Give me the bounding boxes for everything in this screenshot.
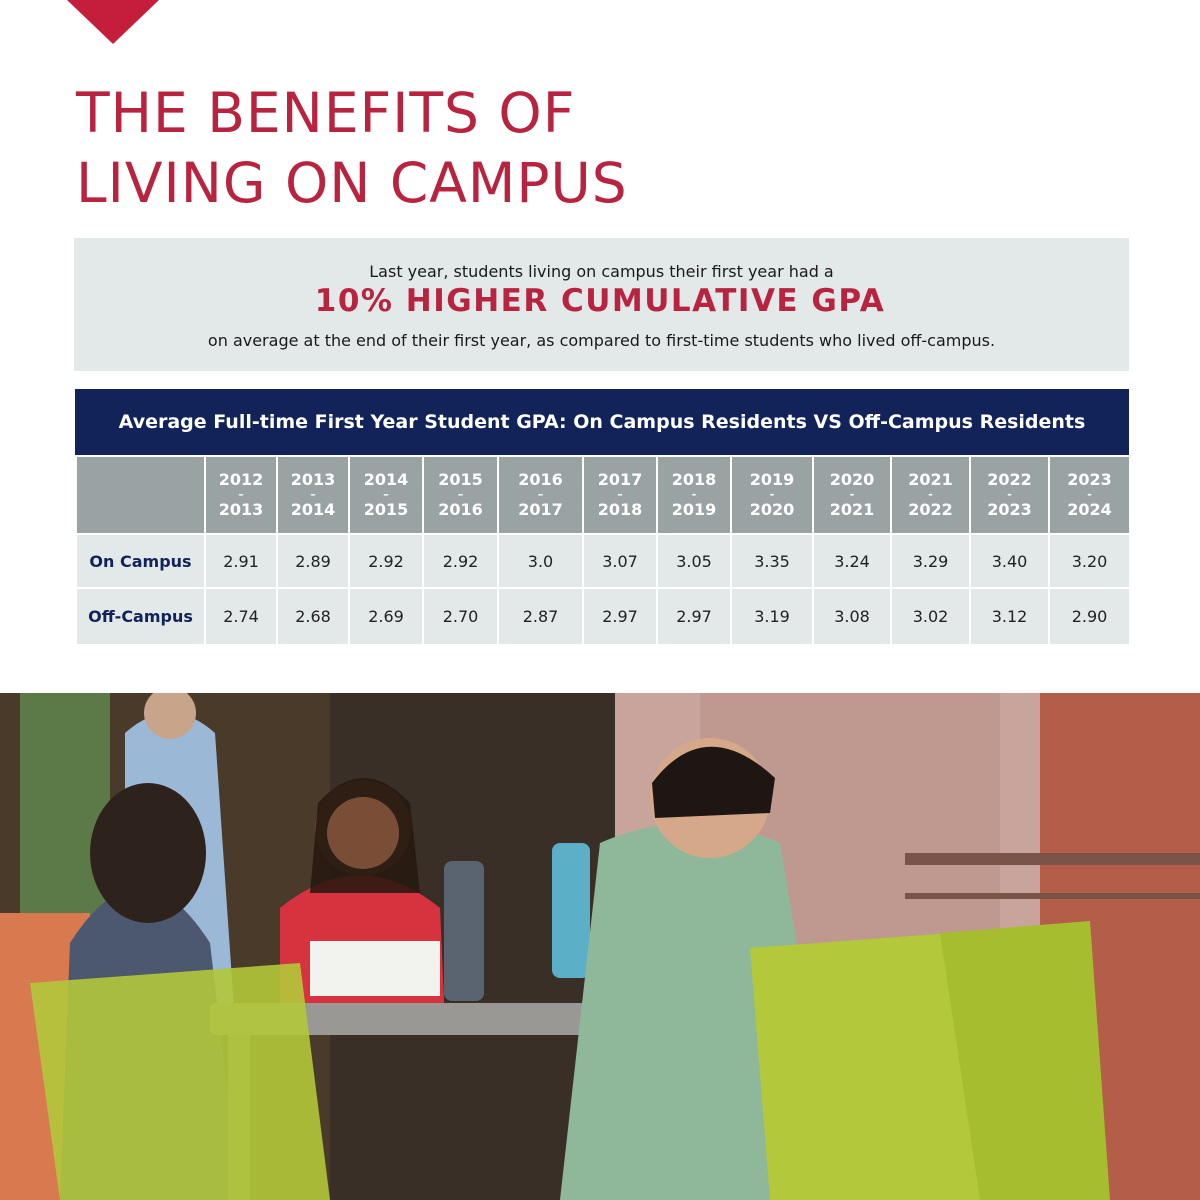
year-start: 2012 — [218, 470, 264, 489]
corner-triangle-mark — [67, 0, 159, 44]
gpa-value-cell: 2.70 — [422, 587, 499, 646]
year-start: 2019 — [749, 470, 795, 489]
year-separator: – — [537, 488, 544, 501]
row-label: On Campus — [75, 533, 206, 589]
year-end: 2017 — [518, 500, 563, 519]
year-start: 2020 — [829, 470, 875, 489]
gpa-value-cell: 2.68 — [276, 587, 350, 646]
year-end: 2018 — [597, 500, 643, 519]
year-column-header: 2013–2014 — [276, 455, 350, 535]
year-separator: - — [769, 488, 775, 501]
year-end: 2013 — [218, 500, 264, 519]
gpa-value-cell: 3.05 — [656, 533, 732, 589]
year-column-header: 2020-2021 — [812, 455, 892, 535]
year-column-header: 2023-2024 — [1048, 455, 1131, 535]
year-separator: – — [457, 488, 464, 501]
gpa-value-cell: 3.20 — [1048, 533, 1131, 589]
table-header-corner — [75, 455, 206, 535]
highlight-headline: 10% HIGHER CUMULATIVE GPA — [314, 283, 886, 319]
year-end: 2020 — [749, 500, 795, 519]
year-separator: - — [691, 488, 697, 501]
gpa-value-cell: 2.92 — [348, 533, 424, 589]
gpa-value-cell: 3.24 — [812, 533, 892, 589]
gpa-value-cell: 3.07 — [582, 533, 658, 589]
year-end: 2014 — [290, 500, 336, 519]
gpa-value-cell: 2.91 — [204, 533, 278, 589]
gpa-value-cell: 3.12 — [969, 587, 1050, 646]
gpa-value-cell: 2.87 — [497, 587, 584, 646]
table-header-row: 2012–2013 2013–2014 2014–2015 2015–2016 2016… — [75, 455, 1131, 535]
year-separator: – — [617, 488, 623, 501]
gpa-value-cell: 3.0 — [497, 533, 584, 589]
gpa-value-cell: 3.08 — [812, 587, 892, 646]
year-start: 2014 — [363, 470, 409, 489]
gpa-value-cell: 2.90 — [1048, 587, 1131, 646]
year-column-header: 2016–2017 — [497, 455, 584, 535]
year-column-header: 2021-2022 — [890, 455, 971, 535]
year-separator: – — [238, 488, 244, 501]
year-start: 2021 — [908, 470, 953, 489]
year-separator: – — [310, 488, 316, 501]
year-separator: - — [1087, 488, 1092, 501]
gpa-value-cell: 2.97 — [656, 587, 732, 646]
year-separator: - — [1007, 488, 1012, 501]
gpa-value-cell: 2.92 — [422, 533, 499, 589]
year-end: 2022 — [908, 500, 953, 519]
year-start: 2018 — [671, 470, 717, 489]
year-end: 2024 — [1067, 500, 1112, 519]
year-start: 2013 — [290, 470, 336, 489]
year-column-header: 2012–2013 — [204, 455, 278, 535]
gpa-value-cell: 2.69 — [348, 587, 424, 646]
year-end: 2015 — [363, 500, 409, 519]
gpa-value-cell: 3.02 — [890, 587, 971, 646]
year-column-header: 2015–2016 — [422, 455, 499, 535]
year-separator: – — [383, 488, 389, 501]
highlight-detail-text: on average at the end of their first yea… — [207, 331, 996, 350]
gpa-value-cell: 2.89 — [276, 533, 350, 589]
table-row: Off-Campus 2.74 2.68 2.69 2.70 2.87 2.97 2.97 3.… — [75, 587, 1131, 646]
gpa-table: 2012–2013 2013–2014 2014–2015 2015–2016 2016… — [75, 455, 1131, 646]
year-end: 2016 — [438, 500, 483, 519]
year-end: 2021 — [829, 500, 875, 519]
page-title-line-2: LIVING ON CAMPUS — [76, 151, 628, 215]
table-row: On Campus 2.91 2.89 2.92 2.92 3.0 3.07 3.05 3.35… — [75, 533, 1131, 589]
year-start: 2022 — [987, 470, 1032, 489]
gpa-value-cell: 3.19 — [730, 587, 814, 646]
page-title: THE BENEFITS OF LIVING ON CAMPUS — [76, 78, 776, 218]
gpa-value-cell: 3.29 — [890, 533, 971, 589]
year-start: 2017 — [597, 470, 643, 489]
students-at-table-illustration — [0, 693, 1200, 1200]
year-separator: - — [849, 488, 855, 501]
year-column-header: 2014–2015 — [348, 455, 424, 535]
year-start: 2015 — [438, 470, 483, 489]
table-title: Average Full-time First Year Student GPA… — [75, 389, 1129, 455]
gpa-value-cell: 3.35 — [730, 533, 814, 589]
year-column-header: 2022-2023 — [969, 455, 1050, 535]
students-photo — [0, 693, 1200, 1200]
year-column-header: 2019-2020 — [730, 455, 814, 535]
year-start: 2016 — [518, 470, 563, 489]
page-title-line-1: THE BENEFITS OF — [76, 81, 576, 145]
row-label: Off-Campus — [75, 587, 206, 646]
highlight-intro-text: Last year, students living on campus the… — [369, 262, 834, 281]
year-separator: - — [928, 488, 933, 501]
year-end: 2023 — [987, 500, 1032, 519]
year-end: 2019 — [671, 500, 717, 519]
gpa-value-cell: 2.74 — [204, 587, 278, 646]
year-column-header: 2018-2019 — [656, 455, 732, 535]
gpa-highlight-box: Last year, students living on campus the… — [74, 238, 1129, 371]
gpa-value-cell: 3.40 — [969, 533, 1050, 589]
gpa-table-section: Average Full-time First Year Student GPA… — [75, 389, 1131, 646]
year-start: 2023 — [1067, 470, 1112, 489]
gpa-value-cell: 2.97 — [582, 587, 658, 646]
year-column-header: 2017–2018 — [582, 455, 658, 535]
